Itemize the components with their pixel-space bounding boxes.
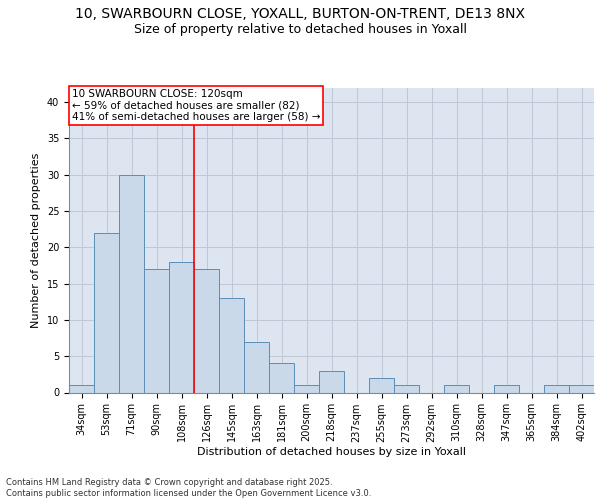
- Bar: [94, 232, 119, 392]
- X-axis label: Distribution of detached houses by size in Yoxall: Distribution of detached houses by size …: [197, 448, 466, 458]
- Text: Contains HM Land Registry data © Crown copyright and database right 2025.
Contai: Contains HM Land Registry data © Crown c…: [6, 478, 371, 498]
- Bar: [569, 385, 594, 392]
- Bar: [294, 385, 319, 392]
- Y-axis label: Number of detached properties: Number of detached properties: [31, 152, 41, 328]
- Bar: [544, 385, 569, 392]
- Bar: [319, 370, 344, 392]
- Bar: [269, 364, 294, 392]
- Text: 10 SWARBOURN CLOSE: 120sqm
← 59% of detached houses are smaller (82)
41% of semi: 10 SWARBOURN CLOSE: 120sqm ← 59% of deta…: [71, 89, 320, 122]
- Bar: [219, 298, 244, 392]
- Bar: [444, 385, 469, 392]
- Bar: [69, 385, 94, 392]
- Bar: [394, 385, 419, 392]
- Text: Size of property relative to detached houses in Yoxall: Size of property relative to detached ho…: [133, 22, 467, 36]
- Bar: [369, 378, 394, 392]
- Bar: [144, 269, 169, 392]
- Bar: [244, 342, 269, 392]
- Bar: [494, 385, 519, 392]
- Bar: [169, 262, 194, 392]
- Bar: [119, 174, 144, 392]
- Text: 10, SWARBOURN CLOSE, YOXALL, BURTON-ON-TRENT, DE13 8NX: 10, SWARBOURN CLOSE, YOXALL, BURTON-ON-T…: [75, 8, 525, 22]
- Bar: [194, 269, 219, 392]
